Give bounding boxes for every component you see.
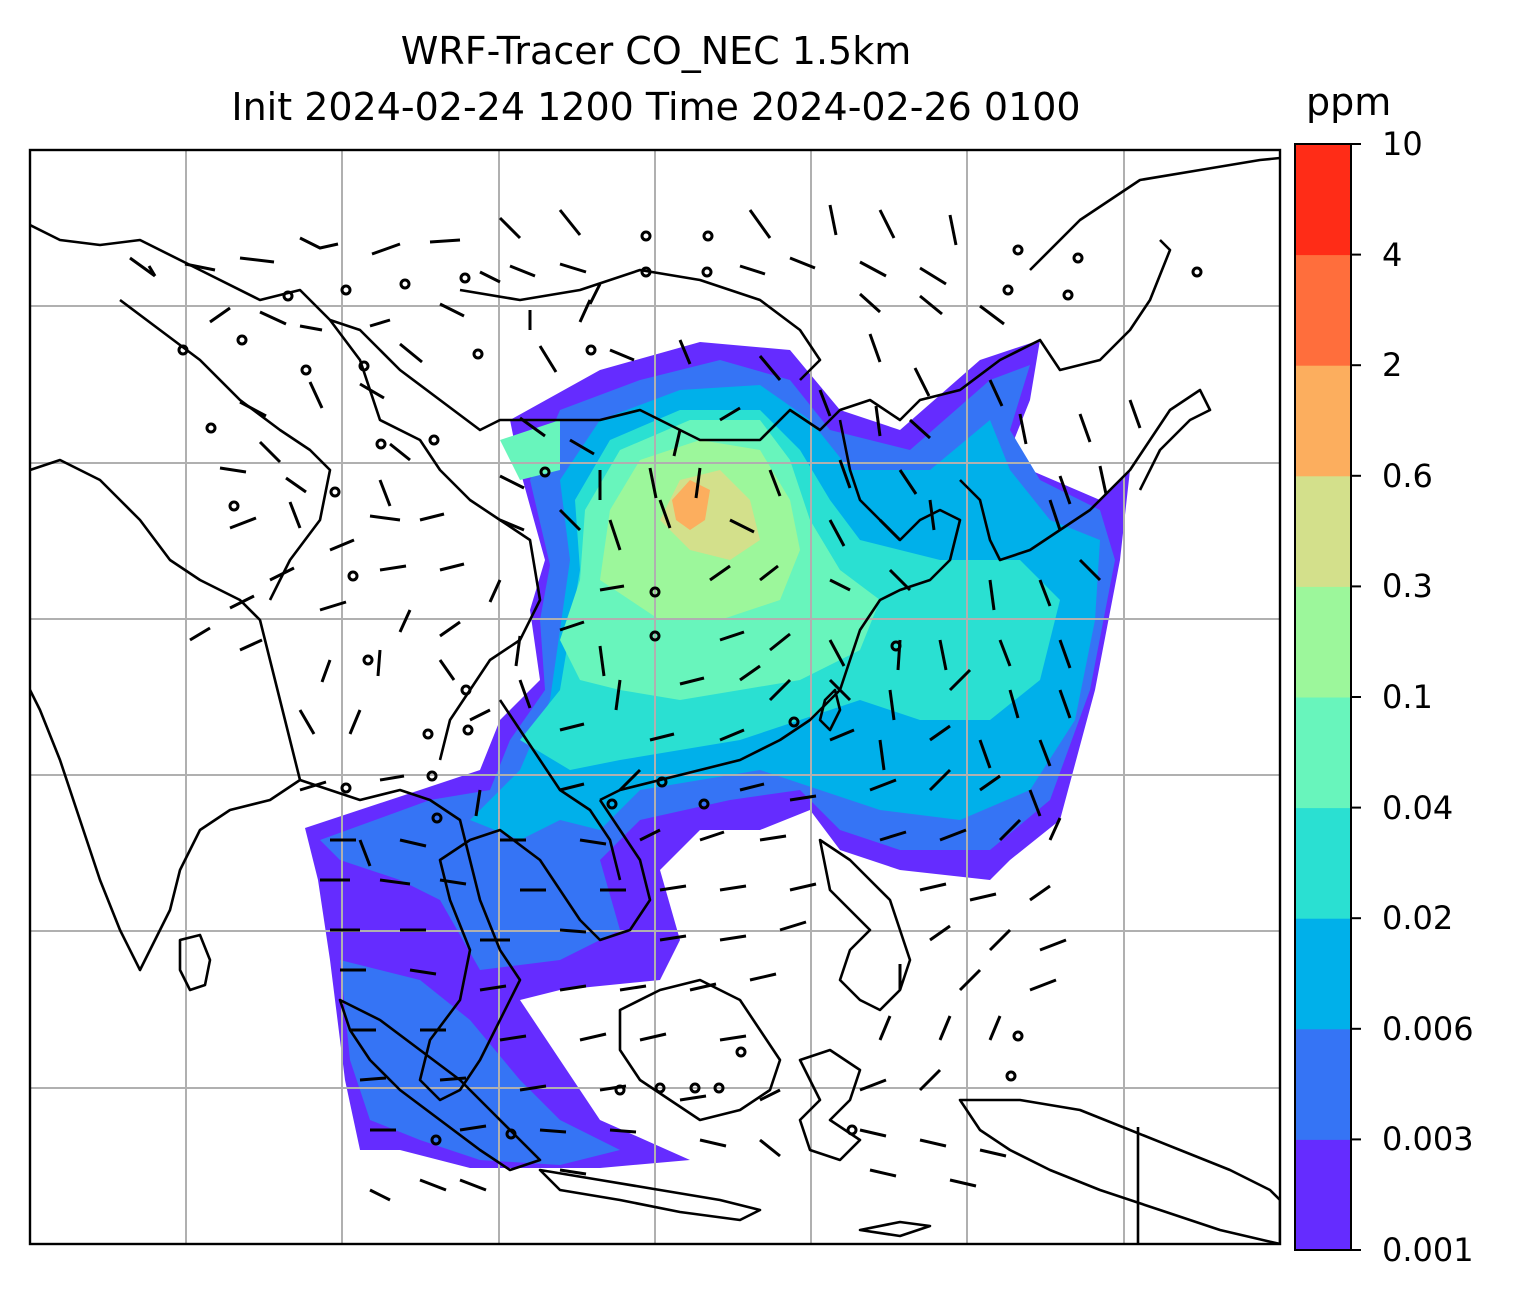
map-title-line2: Init 2024-02-24 1200 Time 2024-02-26 010… (231, 85, 1081, 129)
colorbar (1294, 143, 1361, 1251)
colorbar-tick-label: 0.001 (1382, 1231, 1474, 1269)
colorbar-tick-label: 10 (1382, 125, 1423, 163)
colorbar-swatch (1295, 807, 1351, 919)
coastline-east-asia (30, 223, 1172, 442)
border-china-india (328, 319, 542, 761)
wind-barbs (129, 204, 1142, 1202)
colorbar-unit: ppm (1306, 80, 1392, 124)
colorbar-tick-label: 2 (1382, 346, 1403, 385)
coastline-philippines (818, 838, 912, 1012)
colorbar-swatch (1295, 365, 1351, 477)
colorbar-swatch (1295, 918, 1351, 1030)
coastline-timor (858, 1220, 932, 1238)
colorbar-swatch (1295, 697, 1351, 809)
map-frame (28, 148, 1282, 1246)
colorbar-tick-label: 0.003 (1382, 1120, 1474, 1159)
coastline-taiwan (818, 688, 842, 732)
colorbar-swatch (1295, 144, 1351, 256)
border-mongolia (459, 268, 822, 381)
map-gridlines (30, 150, 1280, 1244)
coastline-sri-lanka (178, 933, 212, 992)
colorbar-tick-label: 0.6 (1382, 456, 1433, 495)
colorbar-swatch (1295, 1139, 1351, 1251)
coastline-indochina (299, 778, 652, 1102)
field-band-0.6 (672, 480, 710, 530)
coastlines (30, 156, 1280, 1244)
coastline-sumatra (338, 998, 542, 1172)
coastline-siberia-north (1029, 156, 1280, 271)
coastline-korea-japan (959, 388, 1212, 562)
colorbar-swatch (1295, 254, 1351, 366)
colorbar-swatch (1295, 586, 1351, 698)
coastline-borneo (618, 978, 782, 1122)
coastline-india (30, 458, 302, 972)
colorbar-tick-label: 0.006 (1382, 1009, 1474, 1048)
border-central-asia (119, 298, 332, 601)
coastline-sulawesi (798, 1048, 862, 1162)
colorbar-tick-label: 4 (1382, 235, 1403, 274)
colorbar-tick-label: 0.1 (1382, 678, 1433, 716)
colorbar-swatch (1295, 475, 1351, 587)
map-title-line1: WRF-Tracer CO_NEC 1.5km (400, 29, 912, 73)
calm-wind-markers (177, 230, 1203, 1146)
colorbar-tick-label: 0.04 (1382, 788, 1454, 827)
map-panel (30, 150, 1280, 1244)
coastline-java (538, 1168, 762, 1222)
colorbar-swatch (1295, 1028, 1351, 1140)
colorbar-tick-label: 0.3 (1382, 567, 1433, 606)
colorbar-tick-label: 0.02 (1382, 899, 1454, 938)
coastline-new-guinea (958, 1098, 1280, 1244)
